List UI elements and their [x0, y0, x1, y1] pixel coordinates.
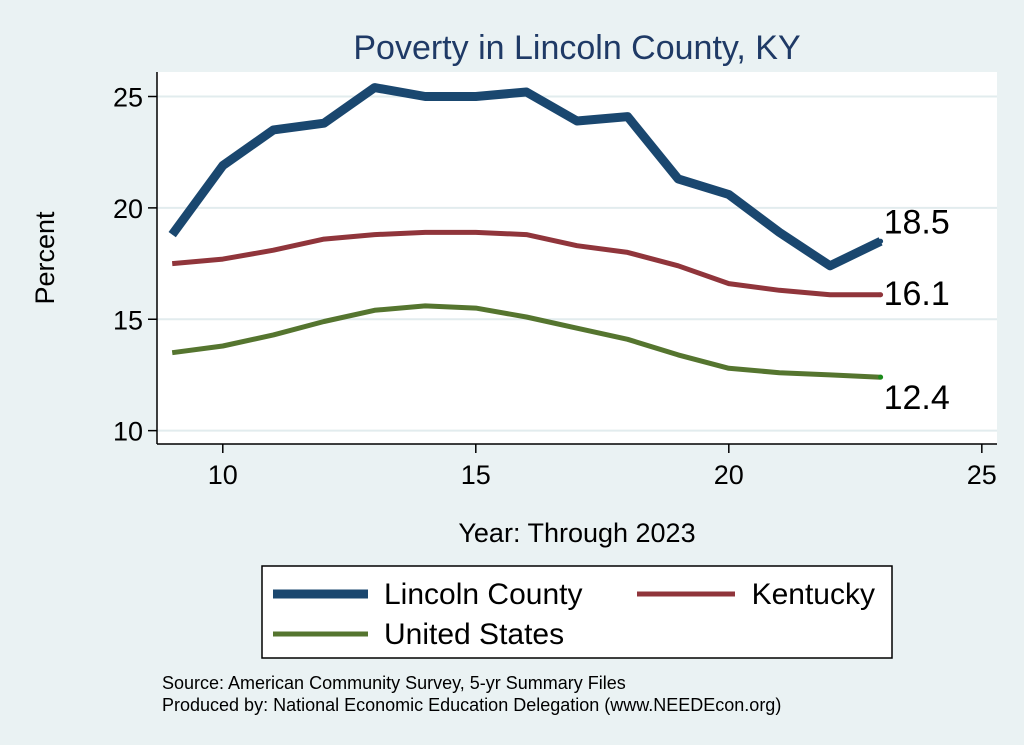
legend: Lincoln County Kentucky United States: [273, 578, 875, 651]
axis-ticks: 10 15 20 25 10 15 20 25: [113, 83, 997, 490]
x-axis-title: Year: Through 2023: [458, 518, 695, 548]
gridlines: [157, 95, 997, 432]
end-marker-united-states: [878, 374, 884, 380]
end-label-kentucky: 16.1: [884, 275, 950, 313]
end-label-lincoln-county: 18.5: [884, 203, 950, 241]
y-tick-label: 15: [113, 305, 143, 335]
end-labels: 18.5 16.1 12.4: [884, 203, 950, 417]
y-tick-label: 20: [113, 194, 143, 224]
x-tick-label: 25: [967, 460, 997, 490]
y-tick-label: 25: [113, 83, 143, 113]
plot-area: [157, 72, 997, 444]
x-tick-label: 10: [208, 460, 238, 490]
legend-box: [261, 565, 893, 659]
y-axis-title: Percent: [30, 211, 60, 305]
source-note: Source: American Community Survey, 5-yr …: [162, 673, 626, 693]
y-tick-label: 10: [113, 417, 143, 447]
end-marker-lincoln-county: [878, 238, 884, 244]
chart-title: Poverty in Lincoln County, KY: [353, 29, 800, 67]
end-marker-kentucky: [878, 292, 884, 298]
x-tick-label: 20: [714, 460, 744, 490]
end-label-united-states: 12.4: [884, 379, 950, 417]
legend-label-united-states: United States: [384, 618, 564, 651]
legend-label-kentucky: Kentucky: [752, 578, 875, 611]
series-lines: [168, 83, 884, 380]
legend-label-lincoln-county: Lincoln County: [384, 578, 582, 611]
produced-note: Produced by: National Economic Education…: [162, 695, 781, 715]
x-tick-label: 15: [461, 460, 491, 490]
